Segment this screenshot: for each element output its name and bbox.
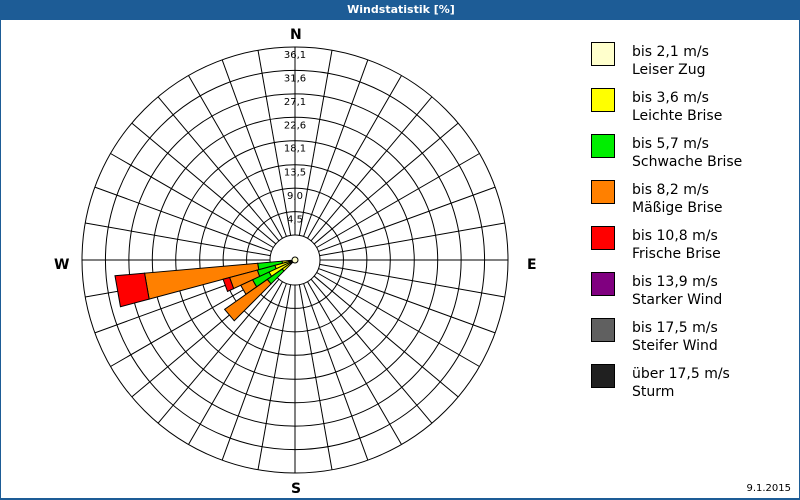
legend-label: bis 13,9 m/s bbox=[632, 274, 718, 290]
svg-text:27,1: 27,1 bbox=[284, 97, 306, 108]
legend-sublabel: Schwache Brise bbox=[632, 154, 743, 170]
legend-label: bis 17,5 m/s bbox=[632, 320, 718, 336]
svg-text:22,6: 22,6 bbox=[284, 120, 306, 131]
legend-label: bis 8,2 m/s bbox=[632, 182, 709, 198]
legend-item: über 17,5 m/s Sturm bbox=[591, 364, 791, 410]
legend-sublabel: Leichte Brise bbox=[632, 108, 723, 124]
sector-segment bbox=[114, 272, 150, 308]
legend-swatch bbox=[591, 272, 615, 296]
legend-item: bis 3,6 m/s Leichte Brise bbox=[591, 88, 791, 134]
svg-text:9,0: 9,0 bbox=[287, 191, 303, 202]
svg-text:31,6: 31,6 bbox=[284, 73, 306, 84]
legend-sublabel: Frische Brise bbox=[632, 246, 721, 262]
wind-rose: 4,5 9,0 13,5 18,1 22,6 27,1 31,6 36,1 bbox=[81, 46, 509, 474]
polar-grid bbox=[81, 46, 509, 474]
legend-item: bis 2,1 m/s Leiser Zug bbox=[591, 42, 791, 88]
legend-label: bis 2,1 m/s bbox=[632, 44, 709, 60]
legend-item: bis 10,8 m/s Frische Brise bbox=[591, 226, 791, 272]
legend-label: über 17,5 m/s bbox=[632, 366, 730, 382]
legend-swatch bbox=[591, 42, 615, 66]
sector-segment bbox=[222, 276, 235, 293]
legend-label: bis 5,7 m/s bbox=[632, 136, 709, 152]
legend-swatch bbox=[591, 134, 615, 158]
legend-label: bis 3,6 m/s bbox=[632, 90, 709, 106]
legend-sublabel: Steifer Wind bbox=[632, 338, 718, 354]
legend-label: bis 10,8 m/s bbox=[632, 228, 718, 244]
legend-sublabel: Sturm bbox=[632, 384, 675, 400]
legend-item: bis 8,2 m/s Mäßige Brise bbox=[591, 180, 791, 226]
date-label: 9.1.2015 bbox=[746, 483, 791, 494]
legend-item: bis 17,5 m/s Steifer Wind bbox=[591, 318, 791, 364]
legend-swatch bbox=[591, 318, 615, 342]
legend-item: bis 13,9 m/s Starker Wind bbox=[591, 272, 791, 318]
legend-sublabel: Starker Wind bbox=[632, 292, 723, 308]
svg-text:36,1: 36,1 bbox=[284, 50, 306, 61]
compass-west: W bbox=[54, 257, 70, 273]
sector-segment bbox=[223, 278, 272, 322]
svg-text:13,5: 13,5 bbox=[284, 168, 306, 179]
compass-north: N bbox=[290, 27, 302, 43]
legend-item: bis 5,7 m/s Schwache Brise bbox=[591, 134, 791, 180]
compass-south: S bbox=[291, 481, 302, 497]
legend-sublabel: Mäßige Brise bbox=[632, 200, 723, 216]
svg-text:4,5: 4,5 bbox=[287, 215, 303, 226]
radial-tick-labels: 4,5 9,0 13,5 18,1 22,6 27,1 31,6 36,1 bbox=[284, 50, 306, 226]
legend-swatch bbox=[591, 88, 615, 112]
wind-sectors bbox=[114, 256, 299, 322]
legend-sublabel: Leiser Zug bbox=[632, 62, 706, 78]
legend-swatch bbox=[591, 364, 615, 388]
legend-swatch bbox=[591, 226, 615, 250]
chart-title: Windstatistik [%] bbox=[1, 0, 799, 20]
legend-swatch bbox=[591, 180, 615, 204]
compass-east: E bbox=[527, 257, 537, 273]
svg-text:18,1: 18,1 bbox=[284, 144, 306, 155]
